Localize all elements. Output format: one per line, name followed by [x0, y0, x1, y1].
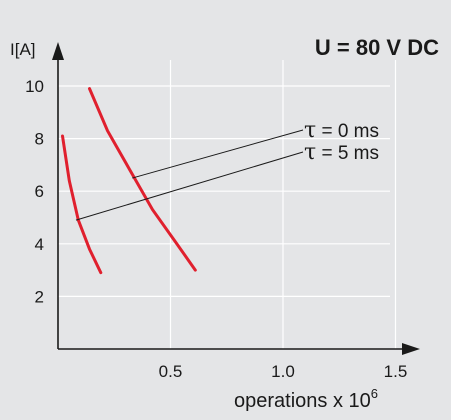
series-leader-line-0 — [132, 129, 304, 179]
tau-symbol: τ — [304, 118, 316, 143]
tau-symbol: τ — [304, 140, 316, 165]
x-axis-arrow-icon — [402, 343, 420, 355]
x-axis-label-text: operations x 10 — [234, 390, 371, 412]
series-labels: τ = 0 msτ = 5 ms — [75, 118, 379, 221]
y-axis-arrow-icon — [52, 42, 64, 60]
series-leader-line-1 — [75, 151, 304, 221]
y-axis-label: I[A] — [10, 40, 36, 59]
chart-title: U = 80 V DC — [315, 35, 439, 60]
y-tick-label-2: 6 — [35, 182, 44, 201]
y-tick-label-4: 10 — [25, 77, 44, 96]
x-tick-label-0: 0.5 — [159, 362, 183, 381]
series-label-0: τ = 0 ms — [304, 118, 379, 143]
y-tick-label-1: 4 — [35, 235, 44, 254]
axes — [52, 42, 420, 355]
series-label-text: = 5 ms — [316, 143, 379, 164]
x-axis-label-exponent: 6 — [371, 386, 378, 401]
series-line-0 — [88, 87, 197, 272]
x-axis-label: operations x 106 — [234, 386, 378, 412]
series-label-1: τ = 5 ms — [304, 140, 379, 165]
x-tick-label-2: 1.5 — [384, 362, 408, 381]
series — [61, 87, 197, 275]
tick-labels: 0.5 1.0 1.5 2 4 6 8 10 — [25, 77, 407, 381]
series-label-text: = 0 ms — [316, 121, 379, 142]
x-tick-label-1: 1.0 — [271, 362, 295, 381]
series-line-1 — [61, 134, 103, 275]
y-tick-label-0: 2 — [35, 287, 44, 306]
y-tick-label-3: 8 — [35, 130, 44, 149]
grid — [58, 60, 397, 349]
